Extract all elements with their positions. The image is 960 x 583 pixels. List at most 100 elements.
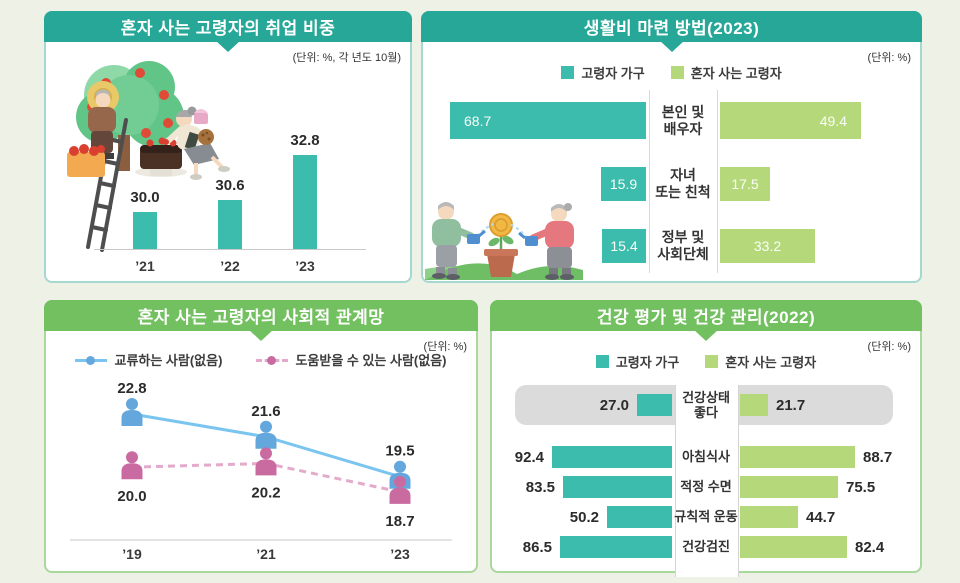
unit-note: (단위: %) (423, 341, 467, 353)
header-pointer-icon (693, 329, 719, 341)
panel-living-expenses: 생활비 마련 방법(2023) (단위: %) 고령자 가구 혼자 사는 고령자 (421, 11, 922, 283)
person-marker-icon (389, 487, 411, 504)
employment-bar (218, 200, 242, 249)
teal-swatch-icon (595, 355, 609, 368)
green-bar (740, 446, 855, 468)
unit-note: (단위: %) (867, 52, 911, 64)
person-marker-head-icon (260, 420, 272, 433)
teal-bar-value: 27.0 (599, 397, 629, 414)
legend-item-household: 고령자 가구 (561, 63, 645, 82)
teal-bar (450, 102, 646, 139)
header-pointer-icon (248, 329, 274, 341)
employment-bar (293, 155, 317, 249)
teal-bar (637, 394, 672, 416)
apple-picking-illustration (67, 61, 230, 252)
teal-bar-value: 86.5 (522, 539, 552, 556)
green-bar (720, 229, 815, 263)
person-marker-icon (255, 432, 277, 449)
x-axis-line (94, 249, 366, 250)
employment-bar-chart: 30.0 ’21 30.6 ’22 32.8 ’23 (46, 13, 410, 281)
bar-value-label: 30.0 (130, 189, 160, 206)
header-pointer-icon (658, 40, 685, 52)
x-tick-label: ’23 (295, 258, 315, 274)
point-value-label: 18.7 (385, 513, 414, 530)
panel-health-title: 건강 평가 및 건강 관리(2022) (596, 308, 816, 327)
legend-item-living-alone: 혼자 사는 고령자 (670, 63, 782, 82)
teal-bar (552, 446, 672, 468)
green-swatch-icon (705, 355, 719, 368)
green-bar-value: 17.5 (731, 176, 759, 192)
teal-bar-value: 15.9 (609, 176, 638, 192)
person-marker-head-icon (126, 398, 138, 410)
person-marker-head-icon (126, 451, 138, 464)
person-marker-head-icon (394, 475, 406, 488)
green-bar (740, 394, 768, 416)
social-network-line-chart: 22.8 21.6 19.5 20.0 20.2 18.7 ’19 ’21 ’23 (70, 380, 452, 562)
panel-employment-header: 혼자 사는 고령자의 취업 비중 (44, 11, 412, 52)
category-label: 적정 수면 (680, 479, 732, 494)
panel-social-network-title: 혼자 사는 고령자의 사회적 관계망 (137, 308, 385, 327)
person-marker-icon (121, 463, 143, 480)
category-label: 본인 및 배우자 (661, 103, 705, 137)
center-divider-left (649, 90, 650, 273)
category-label: 건강검진 (682, 539, 730, 554)
panel-employment: 혼자 사는 고령자의 취업 비중 (단위: %, 각 년도 10월) (44, 11, 412, 283)
green-bar (740, 476, 838, 498)
x-tick-label: ’21 (135, 258, 155, 274)
teal-bar-value: 15.4 (610, 238, 638, 254)
panel-living-expenses-title: 생활비 마련 방법(2023) (583, 19, 760, 38)
person-marker-icon (121, 410, 143, 426)
teal-bar (602, 229, 646, 263)
legend: 고령자 가구 혼자 사는 고령자 (423, 63, 920, 82)
center-label-column (675, 385, 739, 577)
teal-bar-value: 68.7 (464, 112, 492, 129)
person-marker-icon (255, 459, 277, 476)
green-bar-value: 44.7 (806, 509, 836, 526)
point-value-label: 20.0 (117, 488, 146, 505)
green-bar (740, 506, 798, 528)
teal-bar (601, 167, 646, 201)
legend-item-helpers: 도움받을 수 있는 사람(없음) (256, 350, 447, 369)
green-bar (740, 536, 847, 558)
unit-note: (단위: %, 각 년도 10월) (292, 52, 401, 64)
x-tick-label: ’19 (122, 546, 142, 562)
green-bar-value: 75.5 (846, 479, 876, 496)
green-bar (720, 167, 770, 201)
x-tick-label: ’22 (220, 258, 240, 274)
pink-dashed-marker-icon (256, 355, 289, 365)
point-value-label: 21.6 (251, 403, 280, 420)
green-swatch-icon (670, 66, 684, 79)
bar-value-label: 32.8 (290, 132, 320, 149)
watering-money-plant-illustration (425, 202, 583, 280)
category-label: 규칙적 운동 (674, 509, 738, 524)
panel-living-expenses-header: 생활비 마련 방법(2023) (421, 11, 922, 52)
teal-bar (563, 476, 672, 498)
blue-line-marker-icon (75, 355, 108, 365)
green-bar-value: 88.7 (863, 449, 893, 466)
point-value-label: 22.8 (117, 380, 146, 397)
category-label: 아침식사 (682, 449, 730, 464)
person-marker-head-icon (260, 447, 272, 460)
point-value-label: 19.5 (385, 443, 414, 460)
panel-employment-title: 혼자 사는 고령자의 취업 비중 (120, 19, 336, 38)
category-label: 건강상태 좋다 (682, 390, 730, 420)
teal-bar-value: 50.2 (569, 509, 599, 526)
legend-item-household: 고령자 가구 (595, 352, 679, 371)
x-tick-label: ’21 (256, 546, 276, 562)
teal-swatch-icon (561, 66, 575, 79)
category-label: 자녀 또는 친척 (655, 167, 711, 200)
green-bar-value: 33.2 (753, 238, 782, 254)
category-label: 정부 및 사회단체 (657, 229, 709, 262)
teal-bar-value: 92.4 (514, 449, 544, 466)
panel-social-network-header: 혼자 사는 고령자의 사회적 관계망 (44, 300, 478, 341)
center-divider-right (717, 90, 718, 273)
point-value-label: 20.2 (251, 484, 280, 501)
teal-bar (607, 506, 672, 528)
health-chart: 27.0 21.7 건강상태 좋다 92.4 88.7 아침식사 83.5 75.5 적정 수면 5… (492, 302, 920, 577)
legend-item-living-alone: 혼자 사는 고령자 (705, 352, 816, 371)
teal-bar (560, 536, 672, 558)
panel-health: 건강 평가 및 건강 관리(2022) (단위: %) 고령자 가구 혼자 사는… (490, 300, 922, 577)
panel-health-header: 건강 평가 및 건강 관리(2022) (490, 300, 922, 341)
header-pointer-icon (215, 40, 241, 52)
